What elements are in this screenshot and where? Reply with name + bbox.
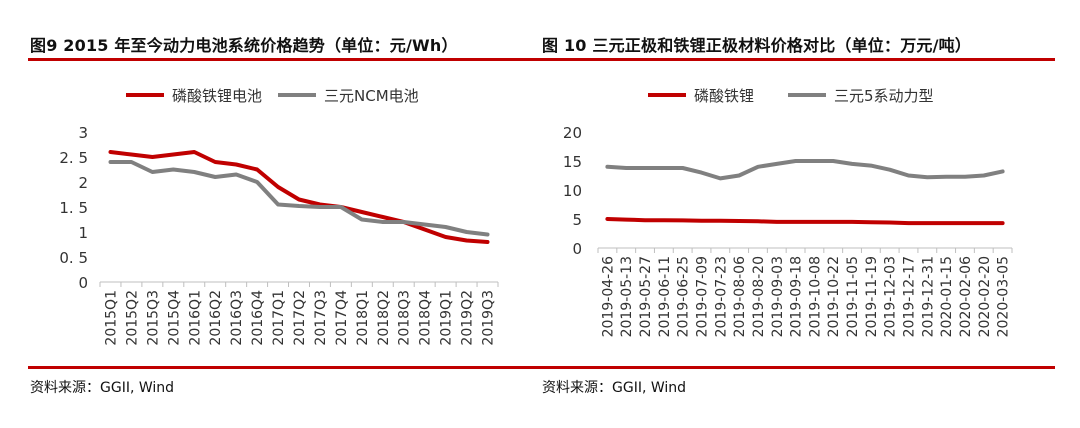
x-tick-label: 2019-08-06 [732,256,748,337]
x-tick-label: 2019-09-18 [789,256,805,337]
legend-label: 磷酸铁锂电池 [172,87,262,105]
title-rule [28,58,543,61]
x-tick-label: 2019-12-31 [920,256,936,337]
y-tick-label: 15 [563,153,582,171]
x-tick-label: 2018Q1 [355,290,371,346]
figure-title: 图 10 三元正极和铁锂正极材料价格对比（单位：万元/吨） [542,36,972,55]
x-tick-label: 2020-01-15 [939,256,955,337]
legend-label: 磷酸铁锂 [694,87,754,105]
x-tick-label: 2019-10-08 [807,256,823,337]
left-chart-panel: 图9 2015 年至今动力电池系统价格趋势（单位：元/Wh） 磷酸铁锂电池 三元N… [28,0,543,428]
y-tick-label: 2 [78,174,88,192]
y-tick-label: 0 [78,274,88,292]
x-tick-label: 2020-03-05 [996,256,1012,337]
x-tick-label: 2016Q3 [229,290,245,346]
x-tick-label: 2019-04-26 [600,256,616,337]
x-tick-label: 2020-02-06 [958,256,974,337]
x-tick-label: 2017Q2 [292,290,308,346]
x-tick-label: 2016Q2 [208,290,224,346]
series-line [605,159,1005,181]
source-note: 资料来源：GGII, Wind [30,380,175,396]
y-tick-label: 2. 5 [59,149,88,167]
x-tick-label: 2019-08-20 [751,256,767,337]
x-tick-label: 2018Q2 [376,290,392,346]
source-rule [540,366,1055,369]
y-tick-label: 0. 5 [59,249,88,267]
x-tick-label: 2017Q1 [271,290,287,346]
series-line [108,160,490,237]
source-rule [28,366,543,369]
x-tick-label: 2015Q3 [145,290,161,346]
series-line [108,150,490,244]
x-tick-label: 2019-11-05 [845,256,861,337]
x-tick-label: 2015Q1 [103,290,119,346]
x-tick-label: 2019Q3 [481,290,497,346]
battery-price-chart: 磷酸铁锂电池 三元NCM电池 0 0. 5 1 1. 5 2 2. 5 3 2015Q1 2015Q… [59,87,499,346]
x-tick-label: 2020-02-20 [977,256,993,337]
x-tick-label: 2019-12-17 [902,256,918,337]
x-tick-label: 2017Q4 [334,290,350,346]
title-rule [540,58,1055,61]
x-tick-label: 2019-12-03 [883,256,899,337]
x-tick-label: 2019-05-27 [638,256,654,337]
x-tick-label: 2019-11-19 [864,256,880,337]
legend-label: 三元5系动力型 [834,87,934,105]
x-tick-label: 2019-05-13 [619,256,635,337]
x-tick-label: 2019-10-22 [826,256,842,337]
x-tick-label: 2019Q2 [460,290,476,346]
x-tick-label: 2016Q1 [187,290,203,346]
y-tick-label: 5 [572,211,582,229]
x-tick-label: 2019-07-23 [713,256,729,337]
y-tick-label: 20 [563,124,582,142]
y-tick-label: 0 [572,240,582,258]
y-tick-label: 3 [78,124,88,142]
y-tick-label: 1. 5 [59,199,88,217]
legend-label: 三元NCM电池 [324,87,419,105]
y-tick-label: 10 [563,182,582,200]
x-tick-label: 2017Q3 [313,290,329,346]
x-tick-label: 2018Q4 [418,290,434,346]
x-tick-label: 2019-07-09 [695,256,711,337]
figure-title: 图9 2015 年至今动力电池系统价格趋势（单位：元/Wh） [30,36,458,55]
x-tick-label: 2019Q1 [439,290,455,346]
source-note: 资料来源：GGII, Wind [542,380,687,396]
x-tick-label: 2016Q4 [250,290,266,346]
x-tick-label: 2018Q3 [397,290,413,346]
x-tick-label: 2019-06-25 [676,256,692,337]
y-tick-label: 1 [78,224,88,242]
x-tick-label: 2019-09-03 [770,256,786,337]
right-chart-panel: 图 10 三元正极和铁锂正极材料价格对比（单位：万元/吨） 磷酸铁锂 三元5系动力… [540,0,1055,428]
x-tick-label: 2015Q2 [124,290,140,346]
x-tick-label: 2019-06-11 [657,256,673,337]
x-tick-label: 2015Q4 [166,290,182,346]
series-line [605,217,1005,226]
